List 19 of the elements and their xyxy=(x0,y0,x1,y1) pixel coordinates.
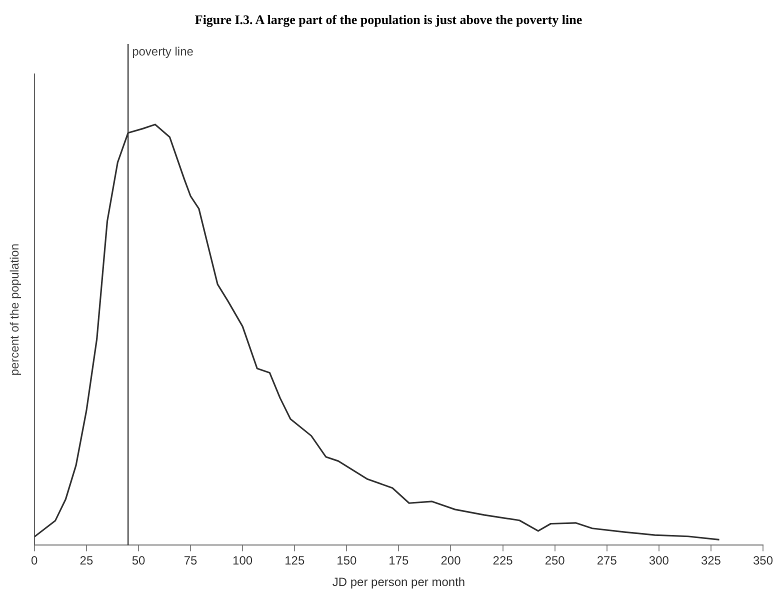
x-tick-label: 0 xyxy=(31,554,38,568)
x-tick-label: 250 xyxy=(544,554,566,568)
y-axis-title: percent of the population xyxy=(8,244,22,376)
x-tick-label: 75 xyxy=(184,554,198,568)
x-tick-label: 325 xyxy=(700,554,722,568)
x-tick-label: 350 xyxy=(752,554,774,568)
x-tick-label: 300 xyxy=(648,554,670,568)
x-tick-label: 225 xyxy=(492,554,514,568)
chart-title: Figure I.3. A large part of the population is just above the poverty line xyxy=(194,11,584,29)
x-tick-label: 50 xyxy=(132,554,146,568)
x-tick-label: 25 xyxy=(80,554,94,568)
x-tick-label: 100 xyxy=(232,554,253,568)
x-tick-label: 200 xyxy=(440,554,462,568)
x-tick-label: 125 xyxy=(284,554,305,568)
ref-line-label: poverty line xyxy=(132,44,194,58)
x-tick-label: 275 xyxy=(596,554,618,568)
x-tick-label: 175 xyxy=(388,554,410,568)
x-axis-title: JD per person per month xyxy=(332,575,466,590)
x-tick-label: 150 xyxy=(336,554,357,568)
